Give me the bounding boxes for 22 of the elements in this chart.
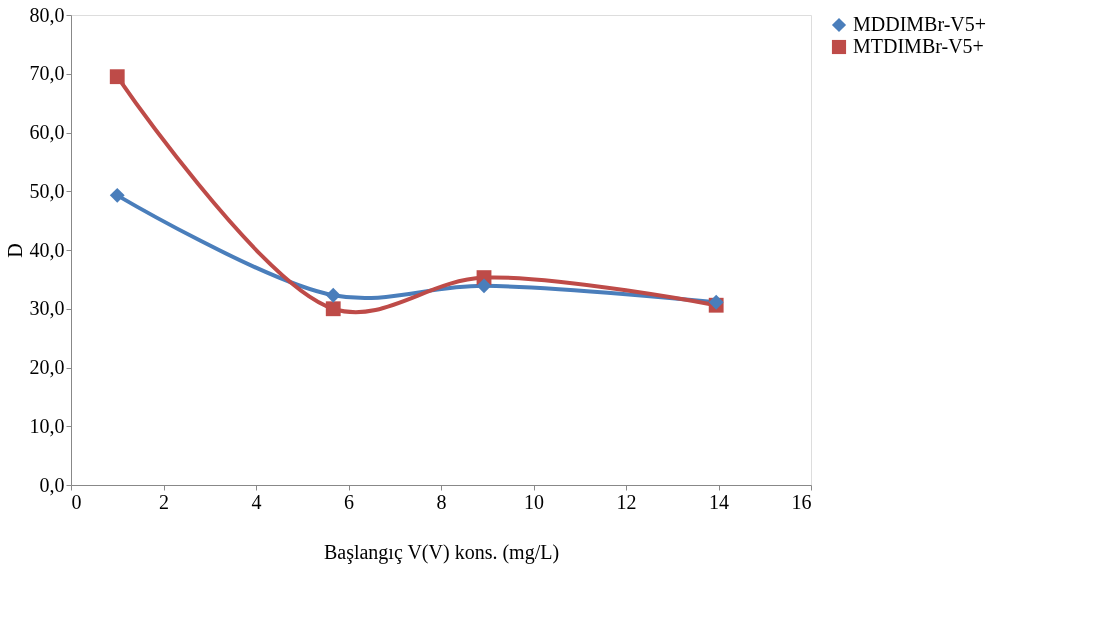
legend-label: MDDIMBr-V5+ bbox=[853, 13, 987, 35]
y-tick-label: 80,0 bbox=[29, 3, 65, 26]
y-tick-label: 40,0 bbox=[29, 238, 65, 261]
x-tick-label: 10 bbox=[524, 490, 544, 513]
y-tick-label: 30,0 bbox=[29, 297, 65, 320]
y-tick-label: 0,0 bbox=[39, 473, 65, 496]
x-axis-title: Başlangıç V(V) kons. (mg/L) bbox=[323, 540, 560, 564]
y-tick-label: 20,0 bbox=[29, 356, 65, 378]
y-tick-label: 60,0 bbox=[29, 121, 65, 143]
x-tick-label: 12 bbox=[616, 490, 637, 513]
y-tick-label: 70,0 bbox=[29, 62, 65, 85]
y-tick-label: 10,0 bbox=[29, 414, 65, 437]
legend-label: MTDIMBr-V5+ bbox=[853, 35, 984, 57]
x-tick-label: 4 bbox=[251, 490, 262, 513]
x-tick-label: 2 bbox=[159, 490, 169, 513]
x-tick-label: 16 bbox=[791, 490, 812, 513]
x-tick-label: 0 bbox=[71, 490, 82, 513]
y-tick-label: 50,0 bbox=[29, 179, 65, 202]
y-axis-title: D bbox=[3, 243, 26, 258]
x-tick-label: 6 bbox=[344, 490, 354, 513]
x-tick-label: 8 bbox=[436, 490, 447, 513]
x-tick-label: 14 bbox=[709, 490, 729, 513]
